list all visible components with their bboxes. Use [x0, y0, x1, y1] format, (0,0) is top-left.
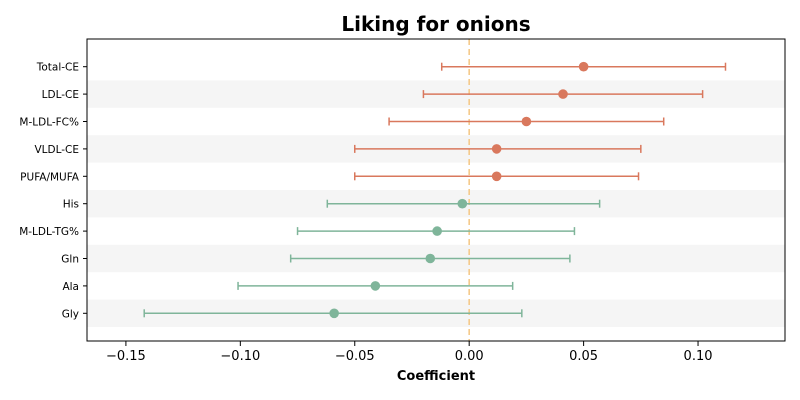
y-tick-label: His: [63, 199, 79, 211]
y-axis: Total-CE LDL-CE M-LDL-FC% VLDL-CE PUFA/MUFA H…: [19, 62, 87, 320]
x-tick-label: −0.10: [220, 349, 260, 364]
estimate-point: [370, 281, 381, 291]
x-axis: −0.15 −0.10 −0.05 0.00 0.05 0.10: [106, 341, 713, 364]
y-tick-label: PUFA/MUFA: [20, 171, 80, 183]
x-axis-label: Coefficient: [397, 369, 475, 384]
y-tick-label: VLDL-CE: [34, 144, 79, 156]
estimate-point: [491, 171, 502, 182]
x-tick-label: −0.15: [106, 349, 146, 364]
estimate-point: [578, 61, 589, 72]
estimate-point: [491, 144, 502, 154]
estimate-point: [432, 226, 442, 236]
estimate-marks: [143, 61, 727, 319]
estimate-point: [521, 116, 532, 127]
estimate-point: [558, 89, 568, 99]
chart-title: Liking for onions: [341, 12, 530, 36]
y-tick-label: Total-CE: [36, 62, 79, 74]
x-tick-label: −0.05: [335, 349, 375, 364]
estimate-point: [457, 198, 468, 209]
plot-frame: [86, 38, 786, 342]
x-tick-label: 0.00: [455, 349, 484, 364]
y-tick-label: Gln: [61, 254, 79, 266]
y-tick-label: Ala: [62, 281, 79, 293]
estimate-point: [425, 253, 436, 264]
y-tick-label: LDL-CE: [42, 89, 79, 101]
x-tick-label: 0.10: [684, 349, 713, 364]
y-tick-label: M-LDL-TG%: [19, 226, 79, 238]
y-tick-label: M-LDL-FC%: [19, 117, 79, 129]
estimate-point: [329, 308, 339, 319]
y-tick-label: Gly: [62, 308, 79, 320]
x-tick-label: 0.05: [569, 349, 598, 364]
